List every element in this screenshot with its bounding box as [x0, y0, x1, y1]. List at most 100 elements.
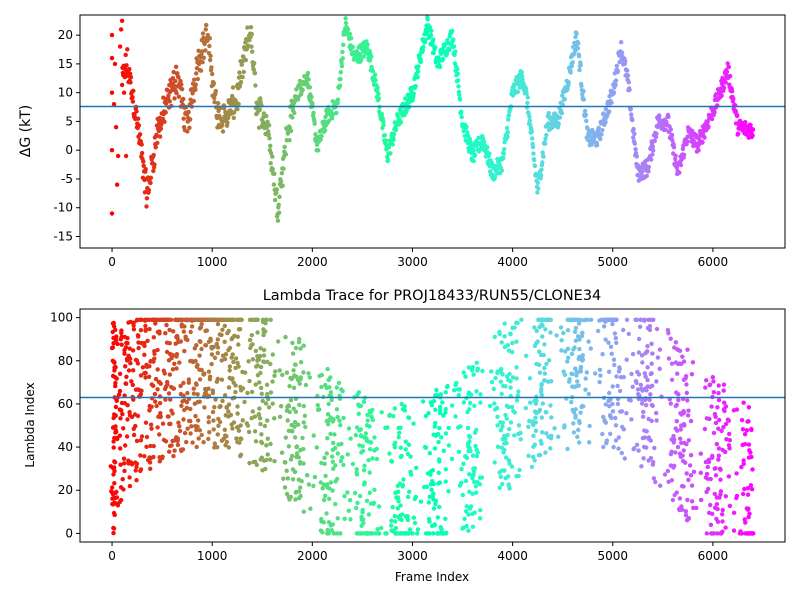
- data-point: [584, 370, 589, 375]
- data-point: [684, 471, 689, 476]
- data-point: [142, 190, 148, 195]
- data-point: [382, 133, 387, 138]
- data-point: [603, 120, 608, 125]
- data-point: [702, 426, 708, 432]
- data-point: [510, 350, 515, 355]
- data-point: [148, 443, 153, 449]
- data-point: [503, 455, 509, 460]
- data-point: [628, 106, 633, 112]
- data-point: [202, 371, 207, 376]
- data-point: [227, 368, 232, 373]
- data-point: [312, 121, 317, 126]
- data-point: [367, 470, 372, 475]
- data-point: [537, 407, 543, 413]
- data-point: [463, 509, 469, 514]
- data-point: [328, 480, 334, 485]
- data-point: [424, 31, 430, 36]
- data-point: [533, 415, 538, 420]
- data-point: [624, 317, 630, 322]
- data-point: [601, 414, 606, 420]
- data-point: [294, 451, 300, 456]
- data-point: [142, 454, 147, 459]
- data-point: [167, 99, 172, 104]
- data-point: [493, 375, 498, 381]
- data-point: [610, 401, 615, 407]
- data-point: [749, 454, 754, 460]
- data-point: [214, 341, 219, 347]
- data-point: [181, 380, 186, 386]
- data-point: [202, 41, 207, 47]
- data-point: [359, 523, 364, 528]
- data-point: [689, 499, 695, 504]
- data-point: [716, 457, 721, 462]
- data-point: [222, 339, 227, 344]
- data-point: [686, 438, 691, 443]
- data-point: [118, 497, 124, 503]
- data-point: [395, 495, 401, 500]
- data-point: [148, 180, 153, 186]
- data-point: [119, 328, 124, 333]
- data-point: [491, 386, 496, 392]
- data-point: [162, 119, 167, 125]
- data-point: [290, 477, 296, 482]
- data-point: [707, 382, 712, 388]
- data-point: [674, 419, 679, 424]
- data-point: [499, 168, 504, 173]
- data-point: [718, 467, 723, 472]
- data-point: [331, 531, 336, 536]
- data-point: [420, 399, 426, 404]
- data-point: [613, 438, 619, 443]
- data-point: [645, 344, 650, 349]
- data-point: [197, 377, 203, 382]
- data-point: [462, 516, 467, 521]
- data-point: [176, 94, 182, 99]
- data-point: [334, 476, 340, 482]
- data-point: [710, 375, 715, 380]
- data-point: [149, 426, 154, 431]
- data-point: [129, 460, 134, 465]
- data-point: [596, 125, 601, 130]
- data-point: [142, 352, 147, 357]
- data-point: [413, 84, 418, 89]
- lambda-x-tick-label: 1000: [197, 549, 228, 563]
- data-point: [360, 444, 365, 449]
- data-point: [363, 431, 368, 436]
- data-point: [234, 425, 240, 430]
- data-point: [120, 477, 125, 482]
- data-point: [238, 317, 243, 322]
- data-point: [504, 125, 510, 131]
- data-point: [113, 428, 119, 433]
- data-point: [139, 388, 144, 393]
- data-point: [213, 397, 218, 402]
- data-point: [581, 88, 586, 94]
- data-point: [182, 430, 188, 436]
- data-point: [136, 334, 141, 339]
- data-point: [743, 520, 748, 525]
- data-point: [600, 352, 605, 357]
- data-point: [143, 375, 148, 380]
- data-point: [746, 419, 751, 424]
- data-point: [181, 116, 186, 121]
- data-point: [702, 135, 707, 140]
- data-point: [652, 445, 657, 451]
- data-point: [718, 477, 723, 482]
- data-point: [138, 328, 144, 333]
- data-point: [118, 462, 123, 467]
- data-point: [666, 479, 671, 484]
- data-point: [324, 451, 329, 456]
- data-point: [131, 88, 136, 94]
- data-point: [331, 466, 336, 471]
- data-point: [683, 513, 689, 518]
- data-point: [110, 425, 116, 430]
- data-point: [189, 424, 194, 429]
- data-point: [342, 494, 347, 499]
- data-point: [160, 454, 165, 459]
- data-point: [256, 125, 262, 130]
- data-point: [503, 384, 508, 389]
- data-point: [201, 55, 206, 60]
- data-point: [533, 420, 538, 425]
- data-point: [434, 387, 439, 393]
- data-point: [268, 457, 273, 462]
- data-point: [148, 175, 154, 180]
- data-point: [393, 127, 399, 132]
